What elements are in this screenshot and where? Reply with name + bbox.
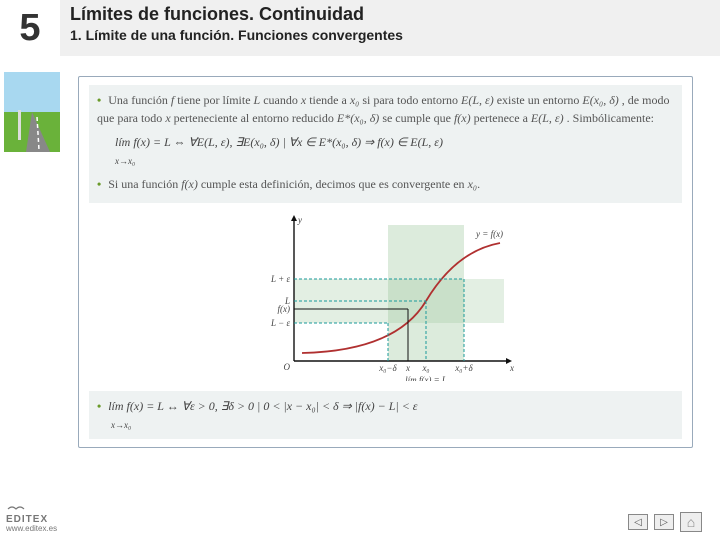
svg-text:O: O xyxy=(283,362,290,372)
formula-epsilon-delta: • lím f(x) = L ↔ ∀ε > 0, ∃δ > 0 | 0 < |x… xyxy=(97,397,674,433)
svg-text:y = f(x): y = f(x) xyxy=(475,229,503,239)
svg-text:L − ε: L − ε xyxy=(270,318,290,328)
title-block: Límites de funciones. Continuidad 1. Lím… xyxy=(60,0,720,56)
book-icon xyxy=(6,501,26,511)
definition-para-1: • Una función f tiene por límite L cuand… xyxy=(97,91,674,127)
bullet-icon: • xyxy=(97,399,101,413)
bullet-icon: • xyxy=(97,177,101,191)
page-title: Límites de funciones. Continuidad xyxy=(70,4,710,25)
definition-para-2: • Si una función f(x) cumple esta defini… xyxy=(97,175,674,193)
limit-graph: yxL + εLf(x)L − εOx₀−δxx₀x₀+δy = f(x)lím… xyxy=(89,211,682,381)
header: 5 Límites de funciones. Continuidad 1. L… xyxy=(0,0,720,56)
limit-diagram: yxL + εLf(x)L − εOx₀−δxx₀x₀+δy = f(x)lím… xyxy=(256,211,516,381)
road-photo-icon xyxy=(4,72,60,152)
svg-text:lím f(x) = L: lím f(x) = L xyxy=(405,375,447,381)
formula-symbolic-1: lím f(x) = L ⇔ ∀E(L, ε), ∃E(x₀, δ) | ∀x … xyxy=(115,133,674,169)
unit-number: 5 xyxy=(0,0,60,56)
svg-text:x: x xyxy=(509,363,514,373)
prev-button[interactable]: ◁ xyxy=(628,514,648,530)
svg-text:x₀+δ: x₀+δ xyxy=(454,363,473,373)
svg-text:L + ε: L + ε xyxy=(270,274,290,284)
sidebar-image xyxy=(4,72,60,152)
publisher-logo: EDITEX www.editex.es xyxy=(6,501,57,534)
svg-text:x₀: x₀ xyxy=(421,363,429,373)
section-title: 1. Límite de una función. Funciones conv… xyxy=(70,27,710,43)
svg-text:x: x xyxy=(405,363,410,373)
nav-controls: ◁ ▷ ⌂ xyxy=(628,512,702,532)
svg-text:f(x): f(x) xyxy=(277,304,290,314)
definition-box: • Una función f tiene por límite L cuand… xyxy=(89,85,682,203)
content-frame: • Una función f tiene por límite L cuand… xyxy=(78,76,693,448)
epsilon-delta-box: • lím f(x) = L ↔ ∀ε > 0, ∃δ > 0 | 0 < |x… xyxy=(89,391,682,439)
svg-text:x₀−δ: x₀−δ xyxy=(378,363,397,373)
bullet-icon: • xyxy=(97,93,101,107)
svg-text:y: y xyxy=(297,215,302,225)
home-button[interactable]: ⌂ xyxy=(680,512,702,532)
next-button[interactable]: ▷ xyxy=(654,514,674,530)
